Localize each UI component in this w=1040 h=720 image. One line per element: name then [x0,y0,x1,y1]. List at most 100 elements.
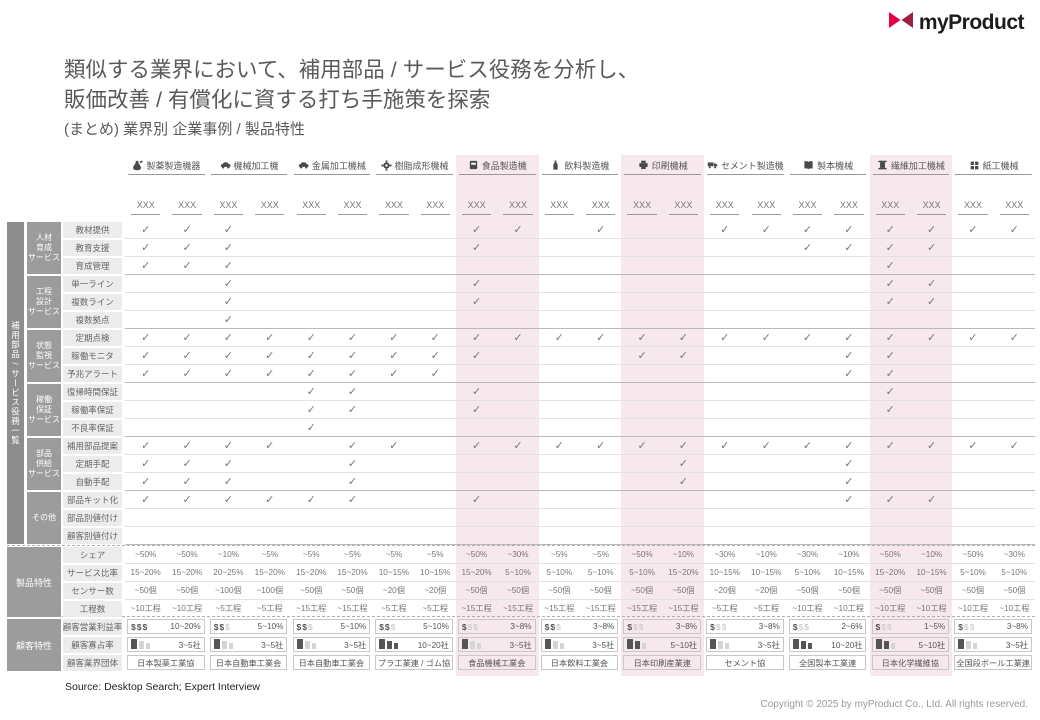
check-icon: ✓ [306,422,316,434]
customer-cell: $ $ $3~8% [954,619,1032,634]
product-value-cell: ~50個 [506,586,530,595]
check-icon: ✓ [223,224,233,236]
profit-value: 3~8% [1006,622,1028,631]
customer-cell: 10~20社 [375,637,453,652]
product-value-cell: ~5工程 [753,604,780,613]
product-value-cell: ~5% [344,550,361,559]
oligopoly-value: 5~10社 [670,640,698,650]
check-icon: ✓ [885,386,895,398]
check-icon: ✓ [844,458,854,470]
dollar-icon: $ [390,621,396,632]
profit-value: 2~6% [841,622,863,631]
check-icon: ✓ [678,476,688,488]
product-value-cell: ~50個 [176,586,199,595]
check-icon: ✓ [223,476,233,488]
customer-cell: 3~5社 [540,637,619,652]
building-icon [213,639,220,649]
customer-cell: 日本自動車工業会 [209,655,288,670]
industry-header: 飲料製造機 [541,156,619,175]
dollar-icon: $ [136,621,142,632]
industry-label: 金属加工機械 [311,160,366,171]
service-row-label: 定期点検 [63,330,122,346]
customer-cell: 日本化学繊維協 [871,655,950,670]
building-icon [311,643,316,649]
check-icon: ✓ [182,476,192,488]
subcolumn-header: XXX [958,198,988,215]
product-value-cell: ~5% [302,550,320,559]
dollar-icon: $ [881,621,886,632]
row-separator [125,454,1035,455]
check-icon: ✓ [306,350,316,362]
building-icon [710,639,717,649]
check-icon: ✓ [926,440,937,452]
product-value-cell: ~30% [796,550,819,559]
subcolumn-header: XXX [131,198,161,215]
service-row-label: 教材提供 [63,222,122,238]
industry-header: 金属加工機械 [293,156,371,175]
org-label: 全国製本工業連 [798,658,857,668]
check-icon: ✓ [885,242,895,254]
check-icon: ✓ [389,350,399,362]
product-value-cell: ~5% [261,550,279,559]
check-icon: ✓ [223,314,233,326]
customer-section-label: 顧客特性 [7,619,61,671]
check-icon: ✓ [844,368,854,380]
building-icon [792,639,799,649]
check-icon: ✓ [141,458,151,470]
row-separator [125,418,1035,419]
check-icon: ✓ [596,440,606,452]
product-value-cell: 15~20% [254,568,285,577]
subcolumn-header: XXX [213,198,244,215]
subcolumn-header: XXX [379,198,409,215]
product-value-cell: 15~20% [171,568,203,577]
check-icon: ✓ [678,332,688,344]
gear-icon [380,159,392,171]
check-icon: ✓ [968,440,978,452]
subcolumn-header: XXX [627,198,657,215]
check-icon: ✓ [347,458,358,470]
check-icon: ✓ [637,350,647,362]
industry-header: 製本機械 [789,156,867,175]
check-icon: ✓ [761,332,771,344]
check-icon: ✓ [596,332,606,344]
industry-label: 印刷機械 [651,160,688,171]
service-group-label: 部品 供給 サービス [27,438,61,490]
check-icon: ✓ [471,278,482,290]
check-icon: ✓ [761,224,771,236]
check-icon: ✓ [885,296,895,308]
customer-cell: 3~5社 [706,637,784,652]
service-row-label: 稼働率保証 [63,402,122,418]
dollar-icon: $ [131,621,136,632]
org-label: 日本飲料工業会 [550,658,609,668]
check-icon: ✓ [223,278,233,290]
check-icon: ✓ [471,494,482,506]
sidebar-vertical-label: 補用部品 / サービス役務一覧 [7,222,24,544]
check-icon: ✓ [844,224,854,236]
check-icon: ✓ [926,494,937,506]
industry-header: 食品製造機 [458,156,536,175]
product-value-cell: ~50% [631,550,653,559]
product-value-cell: ~15工程 [337,604,368,613]
dollar-icon: $ [721,621,727,632]
check-icon: ✓ [141,260,151,272]
product-value-cell: ~5% [592,550,609,559]
check-icon: ✓ [182,440,192,452]
product-value-cell: ~5% [550,550,568,559]
building-icon [379,639,386,649]
product-value-cell: 15~20% [130,568,161,577]
source-note: Source: Desktop Search; Expert Interview [65,681,260,693]
check-icon: ✓ [306,494,316,506]
check-icon: ✓ [596,224,606,236]
subcolumn-header: XXX [751,198,781,215]
product-value-cell: 5~10% [794,568,821,577]
building-icon [958,639,965,649]
service-row-label: 復帰時間保証 [63,384,122,400]
check-icon: ✓ [926,224,937,236]
row-separator [125,274,1035,275]
profit-value: 3~8% [675,622,698,631]
building-icon [387,641,393,649]
product-value-cell: ~10% [672,550,694,559]
subcolumn-header: XXX [461,198,492,215]
check-icon: ✓ [761,440,771,452]
building-icon [973,643,978,649]
